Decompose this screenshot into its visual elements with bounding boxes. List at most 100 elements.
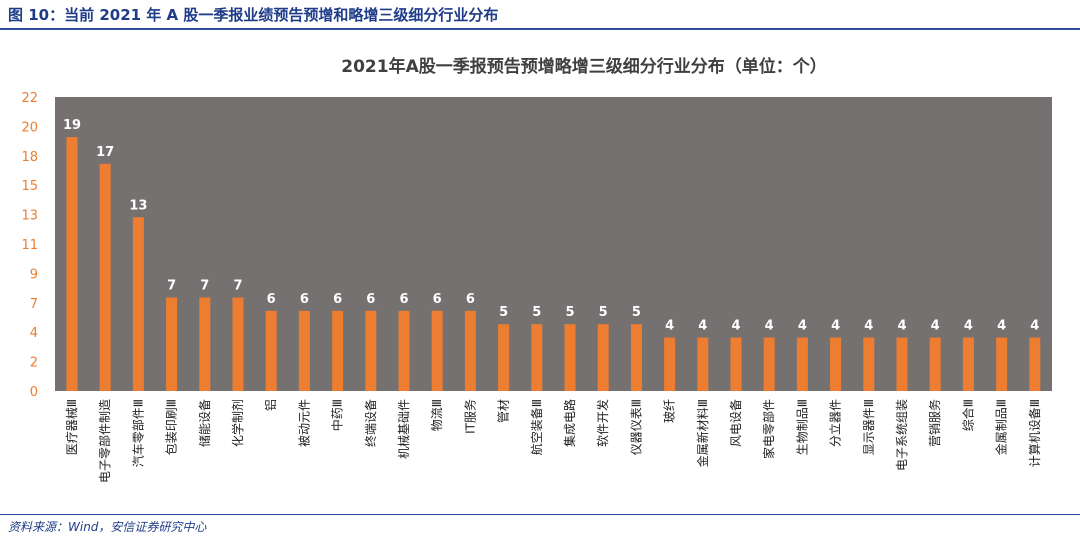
bar-value-label: 4 bbox=[897, 319, 906, 334]
bar-value-label: 5 bbox=[599, 305, 608, 320]
bar bbox=[664, 337, 676, 391]
x-tick-label: 营销服务 bbox=[927, 399, 942, 447]
bar bbox=[66, 137, 78, 391]
x-tick-label: 计算机设备Ⅲ bbox=[1027, 399, 1042, 467]
y-tick-label: 13 bbox=[21, 209, 38, 224]
bar bbox=[298, 310, 310, 391]
y-tick-label: 7 bbox=[30, 297, 38, 312]
x-tick-label: 家电零部件 bbox=[761, 399, 776, 459]
bar-value-label: 17 bbox=[96, 145, 114, 160]
bar bbox=[365, 310, 377, 391]
bar bbox=[132, 217, 144, 391]
bar-value-label: 5 bbox=[565, 305, 574, 320]
bar bbox=[996, 337, 1008, 391]
bar-value-label: 6 bbox=[267, 292, 276, 307]
bar bbox=[398, 310, 410, 391]
x-tick-label: 管材 bbox=[496, 399, 511, 423]
bar bbox=[464, 310, 476, 391]
bottom-rule bbox=[0, 514, 1080, 515]
y-tick-label: 18 bbox=[21, 150, 38, 165]
bar-value-labels: 19 17 13 7 7 7 6 6 6 6 6 6 6 5 5 5 5 5 4 4 4 4 4 4 4 4 4 4 4 4 bbox=[63, 118, 1039, 333]
bar-value-label: 13 bbox=[129, 198, 147, 213]
x-axis-labels: 医疗器械Ⅲ 电子零部件制造 汽车零部件Ⅲ 包装印刷Ⅲ 储能设备 化学制剂 铝 被动元件 中药Ⅲ 终… bbox=[64, 399, 1042, 483]
top-rule bbox=[0, 28, 1080, 30]
bar bbox=[830, 337, 842, 391]
y-tick-label: 0 bbox=[30, 385, 38, 400]
x-tick-label: 汽车零部件Ⅲ bbox=[130, 399, 145, 467]
x-tick-label: 医疗器械Ⅲ bbox=[64, 399, 79, 455]
bar-value-label: 4 bbox=[765, 319, 774, 334]
bar bbox=[896, 337, 908, 391]
bar-value-label: 7 bbox=[200, 278, 209, 293]
x-tick-label: 金属新材料Ⅲ bbox=[695, 399, 710, 467]
x-tick-label: 航空装备Ⅲ bbox=[529, 399, 544, 455]
bar-chart: 2021年A股一季报预告预增略增三级细分行业分布（单位：个） 0 2 4 7 9 11 13… bbox=[21, 56, 1052, 483]
x-tick-label: 风电设备 bbox=[729, 399, 743, 447]
x-tick-label: 终端设备 bbox=[363, 399, 378, 447]
bar bbox=[265, 310, 277, 391]
y-tick-label: 2 bbox=[30, 356, 38, 371]
bar bbox=[929, 337, 941, 391]
bars bbox=[66, 137, 1041, 391]
x-tick-label: 显示器件Ⅲ bbox=[862, 399, 876, 455]
bar-value-label: 6 bbox=[300, 292, 309, 307]
figure-title: 图 10：当前 2021 年 A 股一季报业绩预告预增和略增三级细分行业分布 bbox=[8, 6, 499, 24]
x-tick-label: 集成电路 bbox=[562, 399, 577, 447]
bar bbox=[531, 324, 543, 391]
bar bbox=[962, 337, 974, 391]
bar bbox=[99, 163, 111, 391]
bar bbox=[498, 324, 510, 391]
bar bbox=[332, 310, 344, 391]
source-note: 资料来源：Wind，安信证券研究中心 bbox=[8, 520, 207, 534]
bar-value-label: 4 bbox=[997, 319, 1006, 334]
x-tick-label: 仪器仪表Ⅲ bbox=[629, 399, 643, 455]
bar-value-label: 4 bbox=[665, 319, 674, 334]
x-tick-label: IT服务 bbox=[462, 399, 477, 434]
y-axis-ticks: 0 2 4 7 9 11 13 15 18 20 22 bbox=[21, 91, 38, 400]
x-tick-label: 电子系统组装 bbox=[895, 399, 909, 471]
y-tick-label: 9 bbox=[30, 267, 38, 282]
bar bbox=[1029, 337, 1041, 391]
bar-value-label: 6 bbox=[466, 292, 475, 307]
bar bbox=[199, 297, 211, 391]
bar-value-label: 4 bbox=[698, 319, 707, 334]
bar-value-label: 4 bbox=[798, 319, 807, 334]
bar bbox=[597, 324, 609, 391]
bar-value-label: 4 bbox=[1030, 319, 1039, 334]
bar-value-label: 4 bbox=[931, 319, 940, 334]
bar bbox=[730, 337, 742, 391]
y-tick-label: 15 bbox=[21, 179, 38, 194]
bar-value-label: 7 bbox=[167, 278, 176, 293]
x-tick-label: 软件开发 bbox=[595, 399, 610, 447]
y-tick-label: 20 bbox=[21, 120, 38, 135]
x-tick-label: 被动元件 bbox=[297, 399, 311, 447]
bar-value-label: 6 bbox=[399, 292, 408, 307]
y-tick-label: 4 bbox=[30, 326, 38, 341]
x-tick-label: 储能设备 bbox=[197, 399, 212, 447]
bar bbox=[431, 310, 443, 391]
plot-area bbox=[55, 97, 1052, 391]
x-tick-label: 电子零部件制造 bbox=[97, 399, 112, 483]
bar-value-label: 5 bbox=[499, 305, 508, 320]
x-tick-label: 分立器件 bbox=[828, 399, 843, 447]
chart-title: 2021年A股一季报预告预增略增三级细分行业分布（单位：个） bbox=[341, 56, 826, 77]
bar bbox=[630, 324, 642, 391]
bar-value-label: 4 bbox=[731, 319, 740, 334]
bar-value-label: 6 bbox=[366, 292, 375, 307]
x-tick-label: 包装印刷Ⅲ bbox=[165, 399, 179, 455]
bar bbox=[697, 337, 709, 391]
y-tick-label: 11 bbox=[21, 238, 38, 253]
bar bbox=[763, 337, 775, 391]
bar-value-label: 19 bbox=[63, 118, 81, 133]
bar-value-label: 4 bbox=[864, 319, 873, 334]
x-tick-label: 物流Ⅲ bbox=[430, 399, 444, 431]
bar-value-label: 7 bbox=[233, 278, 242, 293]
bar bbox=[863, 337, 875, 391]
x-tick-label: 中药Ⅲ bbox=[330, 399, 345, 431]
bar-value-label: 5 bbox=[532, 305, 541, 320]
x-tick-label: 生物制品Ⅲ bbox=[795, 399, 809, 455]
bar bbox=[564, 324, 576, 391]
bar-value-label: 4 bbox=[964, 319, 973, 334]
bar-value-label: 4 bbox=[831, 319, 840, 334]
x-tick-label: 金属制品Ⅲ bbox=[994, 399, 1009, 455]
